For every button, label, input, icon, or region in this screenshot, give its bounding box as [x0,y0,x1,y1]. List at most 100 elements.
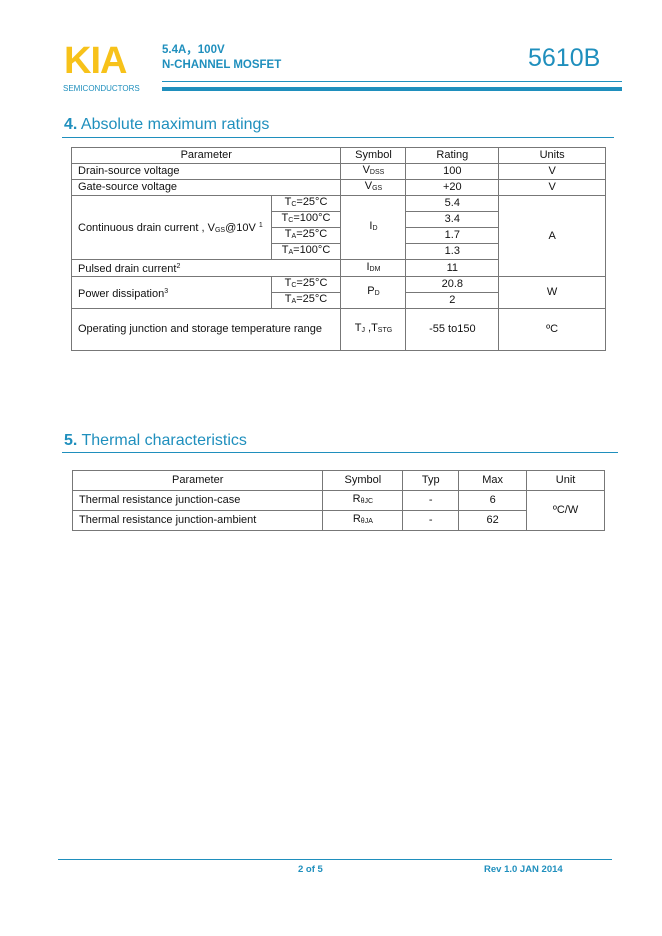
text: T [281,244,289,256]
table-cell: ºC [498,308,606,351]
table-header-row: Parameter Symbol Typ Max Unit [71,470,605,491]
text: +20 [442,181,462,193]
table-cell: VGS [340,179,407,196]
table-cell: 62 [458,510,528,531]
table-cell: Max [458,470,528,491]
table-row: TA=25°C 2 [72,292,606,309]
table-cell: A [498,195,606,277]
subscript: A [291,298,297,305]
table-cell: 100 [405,163,500,180]
table-cell: TC=25°C [270,276,342,293]
table-cell: Typ [402,470,460,491]
table-row: Thermal resistance junction-ambient RθJA -… [71,510,605,531]
table-cell: RθJC [322,490,404,511]
text: =100°C [293,244,331,256]
footnote-ref: 1 [258,221,263,229]
table-cell: 2 [405,292,500,309]
footer-divider [58,859,612,860]
table-row: Operating junction and storage temperatu… [70,308,606,351]
text: Thermal characteristics [81,432,247,449]
text: Parameter Symbol Rating Units Drain-source … [70,147,606,351]
text: =25°C [296,293,328,305]
table-cell: V [498,179,606,196]
text: V [364,180,373,192]
table-row: TC=100°C 3.4 [72,211,606,228]
section-divider [62,137,614,138]
table-cell: Gate-source voltage [70,179,342,196]
text: Power dissipation [78,287,165,300]
section-5-title: 5. Thermal characteristics [64,432,247,450]
table-cell: Operating junction and storage temperatu… [70,308,342,351]
text: T [354,322,362,334]
text: T [284,196,292,208]
table-header-row: Parameter Symbol Rating Units [70,147,606,164]
table-cell: V [498,163,606,180]
table-cell: Unit [526,470,605,491]
subscript: A [291,233,297,240]
table-cell: TC=100°C [270,211,342,228]
subscript: θJC [360,498,374,505]
text: R [352,513,361,525]
table-cell: IDM [340,259,407,277]
thermal-characteristics-table: Parameter Symbol Typ Max Unit Thermal resist… [71,470,605,531]
text: T [284,293,292,305]
table-cell: - [402,510,460,531]
subscript: GS [214,226,226,234]
subscript: C [291,201,297,208]
text: I [369,220,373,232]
page-number: 2 of 5 [298,864,323,875]
section-4-title: 4. Absolute maximum ratings [64,116,269,134]
text: T [284,228,292,240]
table-cell: 1.7 [405,227,500,244]
subscript: D [372,225,378,232]
table-cell: TC=25°C [270,195,342,212]
table-row: Power dissipation3 TC=25°C PD 20.8 W [71,276,606,309]
table-cell: ºC/W [526,490,605,531]
text: R [352,493,361,505]
table-cell: TA=100°C [270,243,342,260]
subscript: DM [369,265,381,273]
text: Parameter Symbol Typ Max Unit Thermal resist… [71,470,605,531]
table-row: Gate-source voltage VGS +20 V [70,179,606,196]
section-divider [62,452,618,453]
table-cell: 5.4 [405,195,500,212]
text: @10V [225,221,256,234]
text: =100°C [293,212,331,224]
table-cell: +20 [405,179,500,196]
text: Continuous drain current , V [78,221,215,234]
text: =25°C [296,277,328,289]
table-cell: 6 [458,490,528,511]
table-cell: Continuous drain current , VGS@10V 1 [71,195,272,260]
table-row: Pulsed drain current2 IDM 11 [70,259,606,277]
table-cell: Thermal resistance junction-case [71,490,324,511]
subscript: D [374,290,380,297]
table-cell: VDSS [340,163,407,180]
text: P [367,285,375,297]
table-cell: Drain-source voltage [70,163,342,180]
type-line: N-CHANNEL MOSFET [162,59,282,71]
subscript: C [288,217,294,224]
table-cell: 1.3 [405,243,500,260]
table-cell: Parameter [71,470,324,491]
table-cell: 11 [405,259,500,277]
table-cell: 3.4 [405,211,500,228]
subscript: STG [377,327,393,334]
table-cell: Parameter [70,147,342,164]
absolute-max-ratings-table: Parameter Symbol Rating Units Drain-source … [70,147,606,351]
table-cell: Pulsed drain current2 [70,259,342,277]
text: T [284,277,292,289]
part-number: 5610B [528,44,601,72]
table-cell: Units [498,147,606,164]
table-cell: - [402,490,460,511]
header-divider [162,81,622,82]
subscript: J [361,327,365,334]
text: 5. [64,432,78,449]
footnote-ref: 3 [164,287,169,295]
product-summary: 5.4A，100V N-CHANNEL MOSFET [162,43,281,73]
subscript: θJA [360,518,373,525]
table-cell: Rating [405,147,500,164]
table-cell: TA=25°C [270,227,342,244]
subscript: C [291,282,297,289]
table-row: TA=25°C 1.7 [72,227,606,244]
